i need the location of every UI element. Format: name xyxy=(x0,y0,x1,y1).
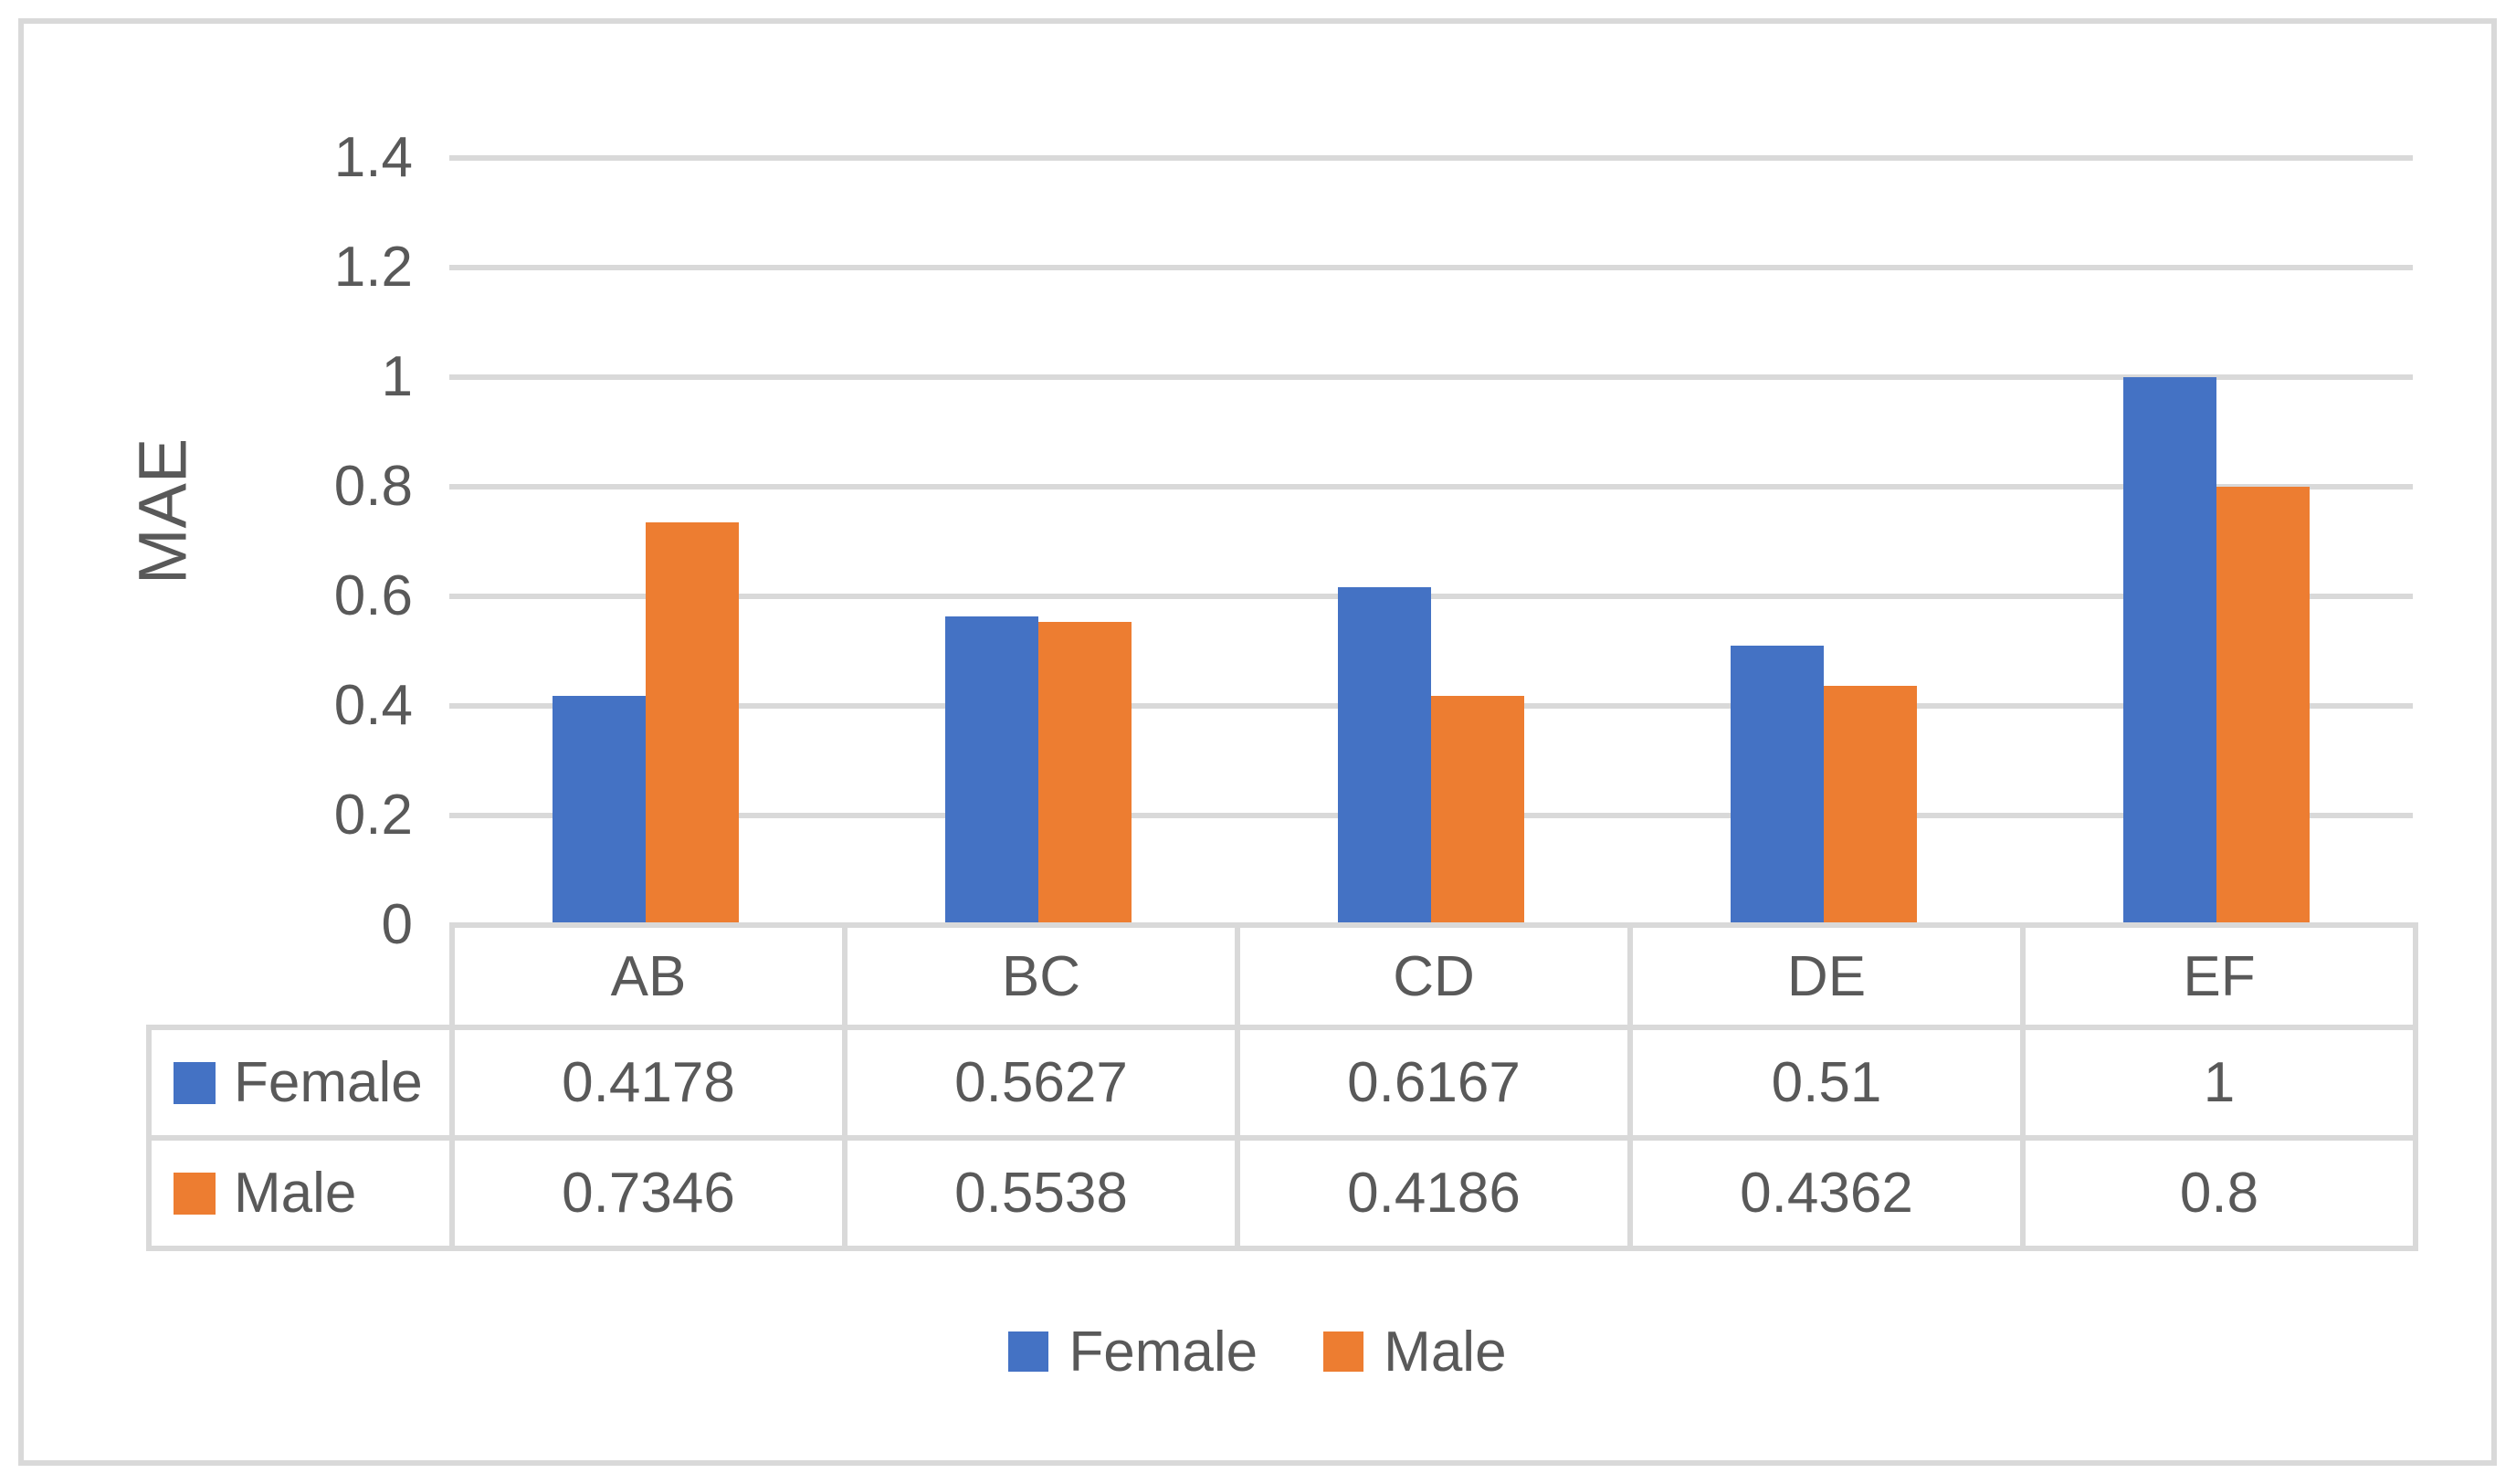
bar-female-ab xyxy=(553,696,646,925)
table-row-label: Male xyxy=(234,1162,357,1225)
legend-item-female: Female xyxy=(1008,1320,1258,1384)
y-tick-label-0.8: 0.8 xyxy=(333,455,413,518)
bar-male-bc xyxy=(1038,621,1132,925)
y-tick-label-0.6: 0.6 xyxy=(333,564,413,627)
legend: Female Male xyxy=(18,1304,2497,1399)
bar-female-cd xyxy=(1338,586,1431,925)
y-tick-label-0.2: 0.2 xyxy=(333,784,413,847)
bar-male-ef xyxy=(2216,487,2310,925)
table-value-female-ef: 1 xyxy=(2020,1025,2418,1141)
table-row-key-female: Female xyxy=(146,1025,455,1141)
bar-male-ab xyxy=(646,522,739,925)
y-axis-title: MAE xyxy=(124,437,201,585)
bar-female-bc xyxy=(945,616,1038,925)
table-value-female-ab: 0.4178 xyxy=(449,1025,847,1141)
y-tick-label-1.4: 1.4 xyxy=(333,126,413,189)
bar-female-ef xyxy=(2123,377,2216,925)
gridline-y-1.2 xyxy=(449,265,2413,270)
table-value-female-de: 0.51 xyxy=(1627,1025,2026,1141)
legend-label-male: Male xyxy=(1384,1320,1507,1384)
table-value-male-ab: 0.7346 xyxy=(449,1135,847,1251)
bar-female-de xyxy=(1731,646,1824,925)
table-corner-cell xyxy=(149,925,452,1027)
legend-item-male: Male xyxy=(1323,1320,1507,1384)
table-row-label: Female xyxy=(234,1051,423,1114)
table-header-cell-ef: EF xyxy=(2020,922,2418,1030)
y-tick-label-0.4: 0.4 xyxy=(333,674,413,737)
table-value-male-ef: 0.8 xyxy=(2020,1135,2418,1251)
legend-swatch-male-icon xyxy=(1323,1331,1364,1372)
legend-label-female: Female xyxy=(1069,1320,1258,1384)
table-value-male-bc: 0.5538 xyxy=(842,1135,1240,1251)
y-tick-label-1: 1 xyxy=(381,345,413,408)
legend-swatch-female-icon xyxy=(1008,1331,1049,1372)
chart-data-table: AB BC CD DE EF Female 0.4178 0.5627 0.6167 0.51 1 M… xyxy=(146,922,2418,1251)
table-row-male: Male 0.7346 0.5538 0.4186 0.4362 0.8 xyxy=(146,1135,2418,1251)
male-series-swatch-icon xyxy=(174,1172,216,1215)
gridline-y-1.4 xyxy=(449,155,2413,161)
table-header-cell-bc: BC xyxy=(842,922,1240,1030)
y-tick-label-1.2: 1.2 xyxy=(333,236,413,299)
table-row-key-male: Male xyxy=(146,1135,455,1251)
gridline-y-1 xyxy=(449,374,2413,380)
table-row-female: Female 0.4178 0.5627 0.6167 0.51 1 xyxy=(146,1025,2418,1141)
table-value-male-de: 0.4362 xyxy=(1627,1135,2026,1251)
female-series-swatch-icon xyxy=(174,1061,216,1104)
gridline-y-0.8 xyxy=(449,484,2413,489)
bar-male-cd xyxy=(1431,695,1524,925)
gridline-y-0.6 xyxy=(449,594,2413,599)
y-tick-label-0: 0 xyxy=(381,893,413,956)
table-value-female-bc: 0.5627 xyxy=(842,1025,1240,1141)
table-header-cell-cd: CD xyxy=(1235,922,1633,1030)
table-value-female-cd: 0.6167 xyxy=(1235,1025,1633,1141)
table-value-male-cd: 0.4186 xyxy=(1235,1135,1633,1251)
bar-male-de xyxy=(1824,686,1917,925)
table-header-cell-ab: AB xyxy=(449,922,847,1030)
table-header-cell-de: DE xyxy=(1627,922,2026,1030)
